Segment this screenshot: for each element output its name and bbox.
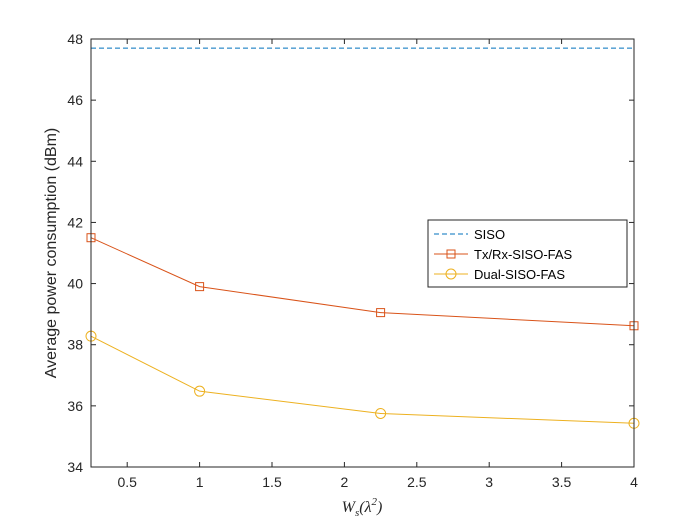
axes-box xyxy=(90,38,635,468)
legend-swatch-square xyxy=(446,249,456,259)
y-tick-label: 34 xyxy=(67,459,83,475)
y-axis-label: Average power consumption (dBm) xyxy=(43,128,60,379)
x-tick-label: 1 xyxy=(196,474,204,490)
x-axis-label-close: ) xyxy=(376,499,382,516)
series-line xyxy=(90,335,635,424)
x-axis-label-sup: 2 xyxy=(372,496,378,508)
x-axis-label-open: (λ xyxy=(359,499,371,516)
legend-entry-label: Tx/Rx-SISO-FAS xyxy=(474,247,573,262)
legend: SISO Tx/Rx-SISO-FAS Dual-SISO-FAS xyxy=(427,219,628,288)
legend-swatch-circle xyxy=(445,268,457,280)
data-point-square xyxy=(195,282,205,292)
series-line xyxy=(90,237,635,327)
y-tick-label: 36 xyxy=(67,398,83,414)
data-point-circle xyxy=(194,385,206,397)
series-layer xyxy=(85,47,640,429)
x-axis-label-sub: s xyxy=(355,507,359,519)
x-tick-label: 1.5 xyxy=(262,474,282,490)
axes-layer: 0.5 1 1.5 2 2.5 3 3.5 4 34 36 38 40 42 44 46 48 xyxy=(67,31,638,490)
x-tick-label: 4 xyxy=(630,474,638,490)
y-tick-label: 40 xyxy=(67,276,83,292)
legend-entry-label: SISO xyxy=(474,227,505,242)
x-tick-label: 2.5 xyxy=(407,474,427,490)
x-tick-label: 3 xyxy=(485,474,493,490)
y-tick-label: 38 xyxy=(67,337,83,353)
x-axis-label-main: W xyxy=(342,499,357,516)
data-point-circle xyxy=(375,408,387,419)
x-tick-label: 0.5 xyxy=(117,474,137,490)
y-tick-label: 42 xyxy=(67,214,83,230)
x-axis-label: Ws(λ2) xyxy=(342,496,383,519)
x-tick-label: 3.5 xyxy=(552,474,572,490)
x-tick-label: 2 xyxy=(341,474,349,490)
y-tick-label: 48 xyxy=(67,31,83,47)
legend-entry-label: Dual-SISO-FAS xyxy=(474,267,565,282)
data-point-square xyxy=(376,308,386,318)
y-tick-label: 46 xyxy=(67,92,83,108)
y-tick-label: 44 xyxy=(67,153,83,169)
